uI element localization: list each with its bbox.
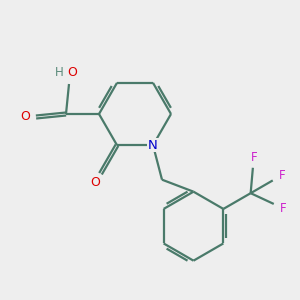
Text: O: O bbox=[68, 66, 77, 79]
Text: O: O bbox=[21, 110, 30, 124]
Text: F: F bbox=[278, 169, 285, 182]
Text: O: O bbox=[90, 176, 100, 189]
Text: F: F bbox=[250, 151, 257, 164]
Text: N: N bbox=[148, 139, 158, 152]
Text: H: H bbox=[55, 66, 64, 79]
Text: F: F bbox=[280, 202, 286, 215]
